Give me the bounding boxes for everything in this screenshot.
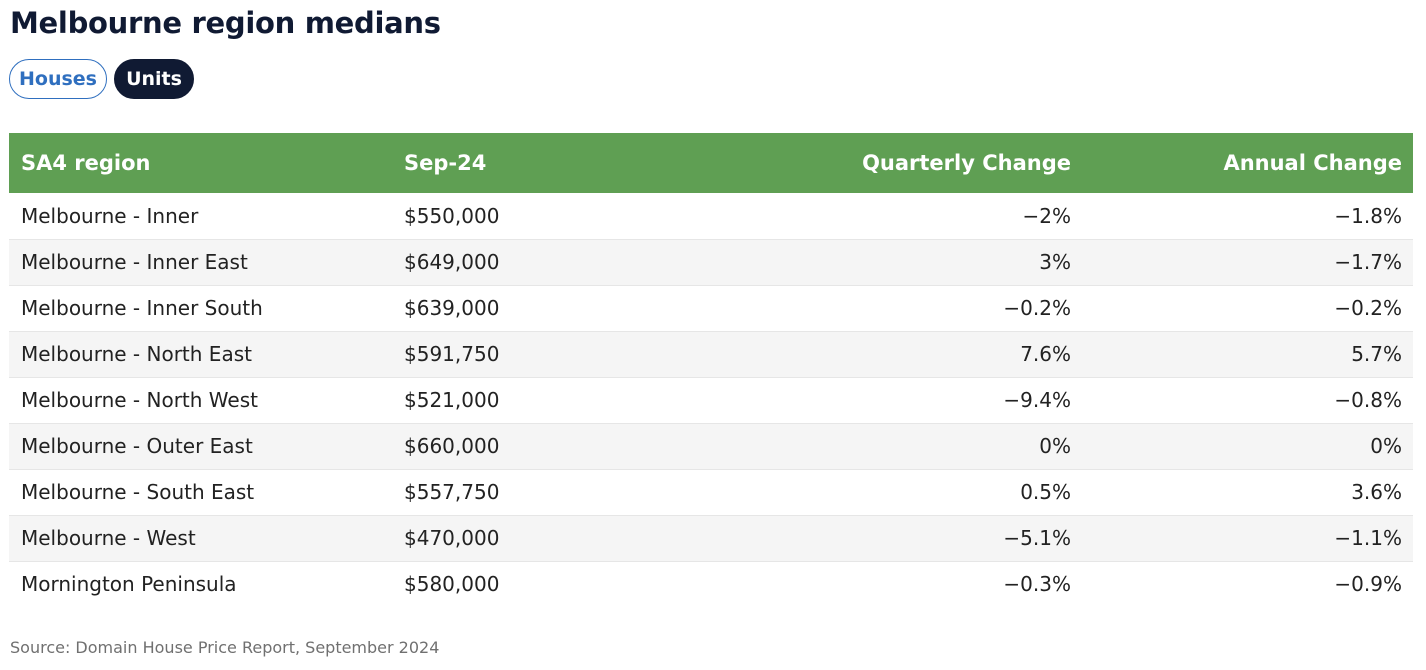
property-type-toggle: Houses Units [9, 59, 194, 99]
median-price-cell: $550,000 [404, 203, 500, 228]
table-row: Melbourne - North East $591,750 7.6% 5.7% [9, 330, 1413, 377]
table-row: Melbourne - Inner East $649,000 3% −1.7% [9, 238, 1413, 285]
annual-change-cell: −1.1% [1082, 514, 1413, 561]
region-cell: Melbourne - South East [9, 468, 392, 515]
table-row: Melbourne - North West $521,000 −9.4% −0.8% [9, 376, 1413, 423]
table-row: Melbourne - Outer East $660,000 0% 0% [9, 422, 1413, 469]
annual-change-cell: 0% [1082, 422, 1413, 469]
quarterly-change-cell: 0% [692, 422, 1082, 469]
page-title: Melbourne region medians [10, 6, 441, 40]
quarterly-change-cell: −0.3% [692, 560, 1082, 607]
median-price-cell: $580,000 [392, 560, 692, 607]
region-cell: Melbourne - West [9, 514, 392, 561]
annual-change-cell: −0.8% [1082, 376, 1413, 423]
table-row: Melbourne - West $470,000 −5.1% −1.1% [9, 514, 1413, 561]
quarterly-change-cell: 0.5% [692, 468, 1082, 515]
annual-change-cell: −0.9% [1082, 560, 1413, 607]
houses-tab[interactable]: Houses [9, 59, 107, 99]
table-row: Mornington Peninsula $580,000 −0.3% −0.9% [9, 560, 1413, 607]
annual-change-cell: 5.7% [1082, 330, 1413, 377]
table-row: Melbourne - Inner $550,000 −2% −1.8% [9, 193, 1413, 239]
annual-change-cell: 3.6% [1082, 468, 1413, 515]
region-cell: Melbourne - Inner South [9, 284, 392, 331]
column-header-quarterly-change[interactable]: Quarterly Change [862, 151, 1071, 175]
quarterly-change-cell: −9.4% [692, 376, 1082, 423]
median-price-cell: $591,750 [392, 330, 692, 377]
column-header-region[interactable]: SA4 region [21, 151, 151, 175]
region-cell: Melbourne - North West [9, 376, 392, 423]
median-price-cell: $639,000 [392, 284, 692, 331]
quarterly-change-cell: 7.6% [692, 330, 1082, 377]
region-cell: Melbourne - Inner [21, 203, 199, 228]
table-row: Melbourne - South East $557,750 0.5% 3.6% [9, 468, 1413, 515]
median-price-cell: $521,000 [392, 376, 692, 423]
column-header-sep-24[interactable]: Sep-24 [404, 151, 487, 175]
column-header-annual-change[interactable]: Annual Change [1223, 151, 1402, 175]
region-cell: Melbourne - Inner East [9, 238, 392, 285]
quarterly-change-cell: −0.2% [692, 284, 1082, 331]
median-price-cell: $470,000 [392, 514, 692, 561]
table-body: Melbourne - Inner $550,000 −2% −1.8% Melbour… [9, 193, 1413, 607]
annual-change-cell: −0.2% [1082, 284, 1413, 331]
region-cell: Melbourne - North East [9, 330, 392, 377]
table-header-row: SA4 region Sep-24 Quarterly Change Annua… [9, 133, 1413, 193]
medians-table: SA4 region Sep-24 Quarterly Change Annua… [9, 133, 1413, 607]
quarterly-change-cell: −2% [1022, 203, 1072, 228]
units-tab[interactable]: Units [114, 59, 194, 99]
median-price-cell: $557,750 [392, 468, 692, 515]
source-note: Source: Domain House Price Report, Septe… [10, 638, 440, 657]
quarterly-change-cell: −5.1% [692, 514, 1082, 561]
region-cell: Melbourne - Outer East [9, 422, 392, 469]
table-row: Melbourne - Inner South $639,000 −0.2% −0.2… [9, 284, 1413, 331]
quarterly-change-cell: 3% [692, 238, 1082, 285]
median-price-cell: $660,000 [392, 422, 692, 469]
median-price-cell: $649,000 [392, 238, 692, 285]
region-cell: Mornington Peninsula [9, 560, 392, 607]
annual-change-cell: −1.7% [1082, 238, 1413, 285]
annual-change-cell: −1.8% [1334, 203, 1402, 228]
